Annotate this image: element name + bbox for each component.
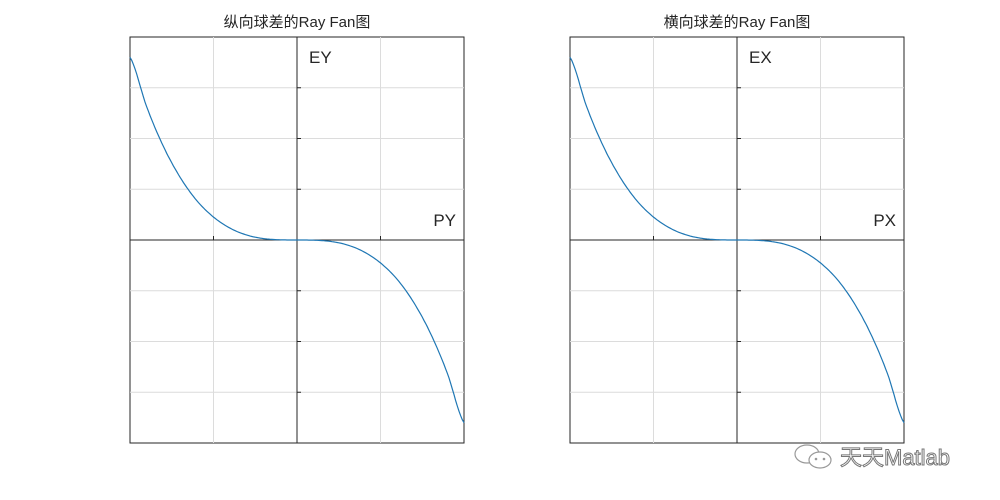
plot-longitudinal: 纵向球差的Ray Fan图 EY PY	[129, 14, 465, 444]
data-series-line	[569, 57, 905, 423]
y-axis-label: EY	[309, 48, 332, 67]
watermark-text: 天天Matlab	[839, 445, 951, 471]
plot-title: 纵向球差的Ray Fan图	[224, 14, 371, 31]
plot-transverse: 横向球差的Ray Fan图 EX PX	[569, 14, 905, 444]
x-axis-label: PX	[873, 211, 896, 230]
wechat-icon	[794, 444, 832, 469]
x-axis-label: PY	[433, 211, 456, 230]
data-series-line	[129, 57, 465, 423]
plot-title: 横向球差的Ray Fan图	[664, 14, 811, 31]
y-axis-label: EX	[749, 48, 772, 67]
